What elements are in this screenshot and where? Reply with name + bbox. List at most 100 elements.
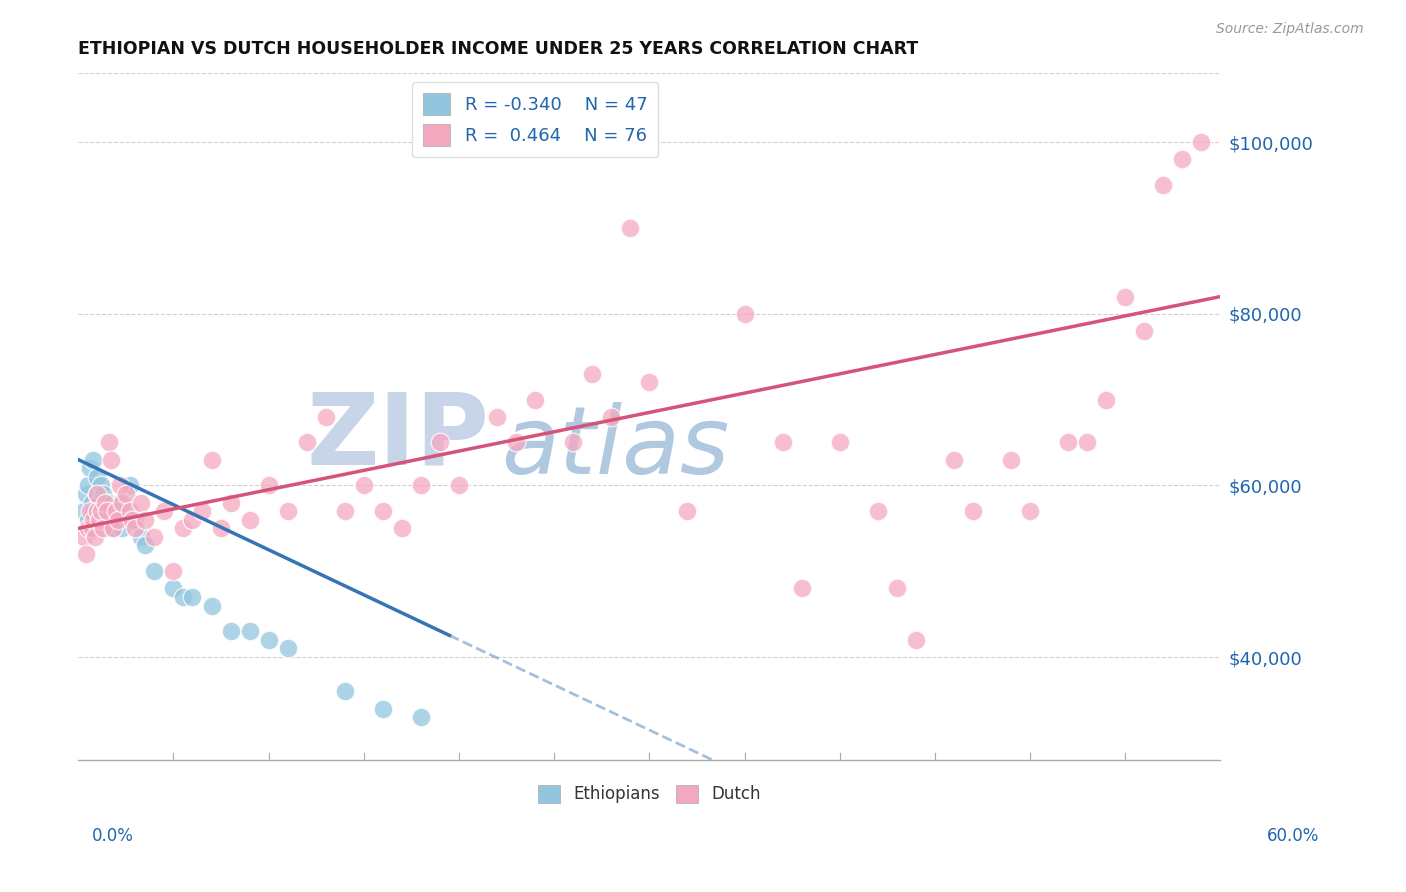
Point — [75, 487, 97, 501]
Point — [96, 504, 118, 518]
Point — [239, 624, 262, 639]
Point — [100, 513, 122, 527]
Point — [734, 307, 756, 321]
Point — [94, 495, 117, 509]
Point — [371, 504, 394, 518]
Point — [239, 513, 262, 527]
Point — [73, 530, 96, 544]
Point — [79, 521, 101, 535]
Text: atlas: atlas — [501, 402, 730, 493]
Point — [181, 590, 204, 604]
Point — [100, 452, 122, 467]
Point — [129, 495, 152, 509]
Point — [76, 513, 98, 527]
Point — [143, 564, 166, 578]
Text: 0.0%: 0.0% — [91, 827, 134, 845]
Point — [111, 521, 134, 535]
Point — [83, 513, 105, 527]
Point — [86, 487, 108, 501]
Point — [134, 539, 156, 553]
Point — [1095, 392, 1118, 407]
Point — [124, 513, 146, 527]
Point — [790, 582, 813, 596]
Point — [101, 521, 124, 535]
Point — [1000, 452, 1022, 467]
Point — [600, 409, 623, 424]
Point — [333, 504, 356, 518]
Point — [942, 452, 965, 467]
Point — [219, 495, 242, 509]
Point — [105, 504, 128, 518]
Point — [209, 521, 232, 535]
Point — [333, 684, 356, 698]
Point — [100, 504, 122, 518]
Point — [200, 599, 222, 613]
Point — [91, 521, 114, 535]
Point — [904, 632, 927, 647]
Point — [1133, 324, 1156, 338]
Point — [105, 504, 128, 518]
Point — [101, 521, 124, 535]
Point — [115, 504, 138, 518]
Point — [89, 513, 111, 527]
Point — [886, 582, 908, 596]
Point — [89, 513, 111, 527]
Point — [91, 521, 114, 535]
Point — [79, 461, 101, 475]
Point — [1019, 504, 1042, 518]
Point — [429, 435, 451, 450]
Point — [371, 701, 394, 715]
Point — [962, 504, 984, 518]
Point — [277, 641, 299, 656]
Point — [94, 513, 117, 527]
Point — [86, 504, 108, 518]
Point — [96, 504, 118, 518]
Point — [219, 624, 242, 639]
Point — [828, 435, 851, 450]
Point — [108, 478, 131, 492]
Point — [447, 478, 470, 492]
Point — [73, 504, 96, 518]
Point — [84, 530, 107, 544]
Point — [108, 495, 131, 509]
Point — [162, 564, 184, 578]
Point — [79, 504, 101, 518]
Point — [86, 487, 108, 501]
Point — [619, 221, 641, 235]
Point — [89, 495, 111, 509]
Point — [772, 435, 794, 450]
Point — [1114, 289, 1136, 303]
Point — [524, 392, 547, 407]
Point — [866, 504, 889, 518]
Point — [353, 478, 375, 492]
Point — [486, 409, 509, 424]
Point — [75, 547, 97, 561]
Point — [1076, 435, 1098, 450]
Point — [1057, 435, 1080, 450]
Point — [162, 582, 184, 596]
Point — [76, 521, 98, 535]
Point — [115, 487, 138, 501]
Point — [83, 504, 105, 518]
Point — [121, 513, 143, 527]
Point — [257, 632, 280, 647]
Point — [107, 513, 129, 527]
Point — [153, 504, 176, 518]
Point — [86, 504, 108, 518]
Point — [76, 478, 98, 492]
Point — [172, 521, 194, 535]
Point — [97, 435, 120, 450]
Point — [191, 504, 214, 518]
Point — [124, 521, 146, 535]
Point — [107, 513, 129, 527]
Text: Source: ZipAtlas.com: Source: ZipAtlas.com — [1216, 22, 1364, 37]
Point — [257, 478, 280, 492]
Legend: Ethiopians, Dutch: Ethiopians, Dutch — [531, 778, 768, 810]
Point — [409, 710, 432, 724]
Point — [83, 452, 105, 467]
Point — [129, 530, 152, 544]
Point — [172, 590, 194, 604]
Point — [181, 513, 204, 527]
Point — [638, 376, 661, 390]
Text: ZIP: ZIP — [307, 389, 489, 486]
